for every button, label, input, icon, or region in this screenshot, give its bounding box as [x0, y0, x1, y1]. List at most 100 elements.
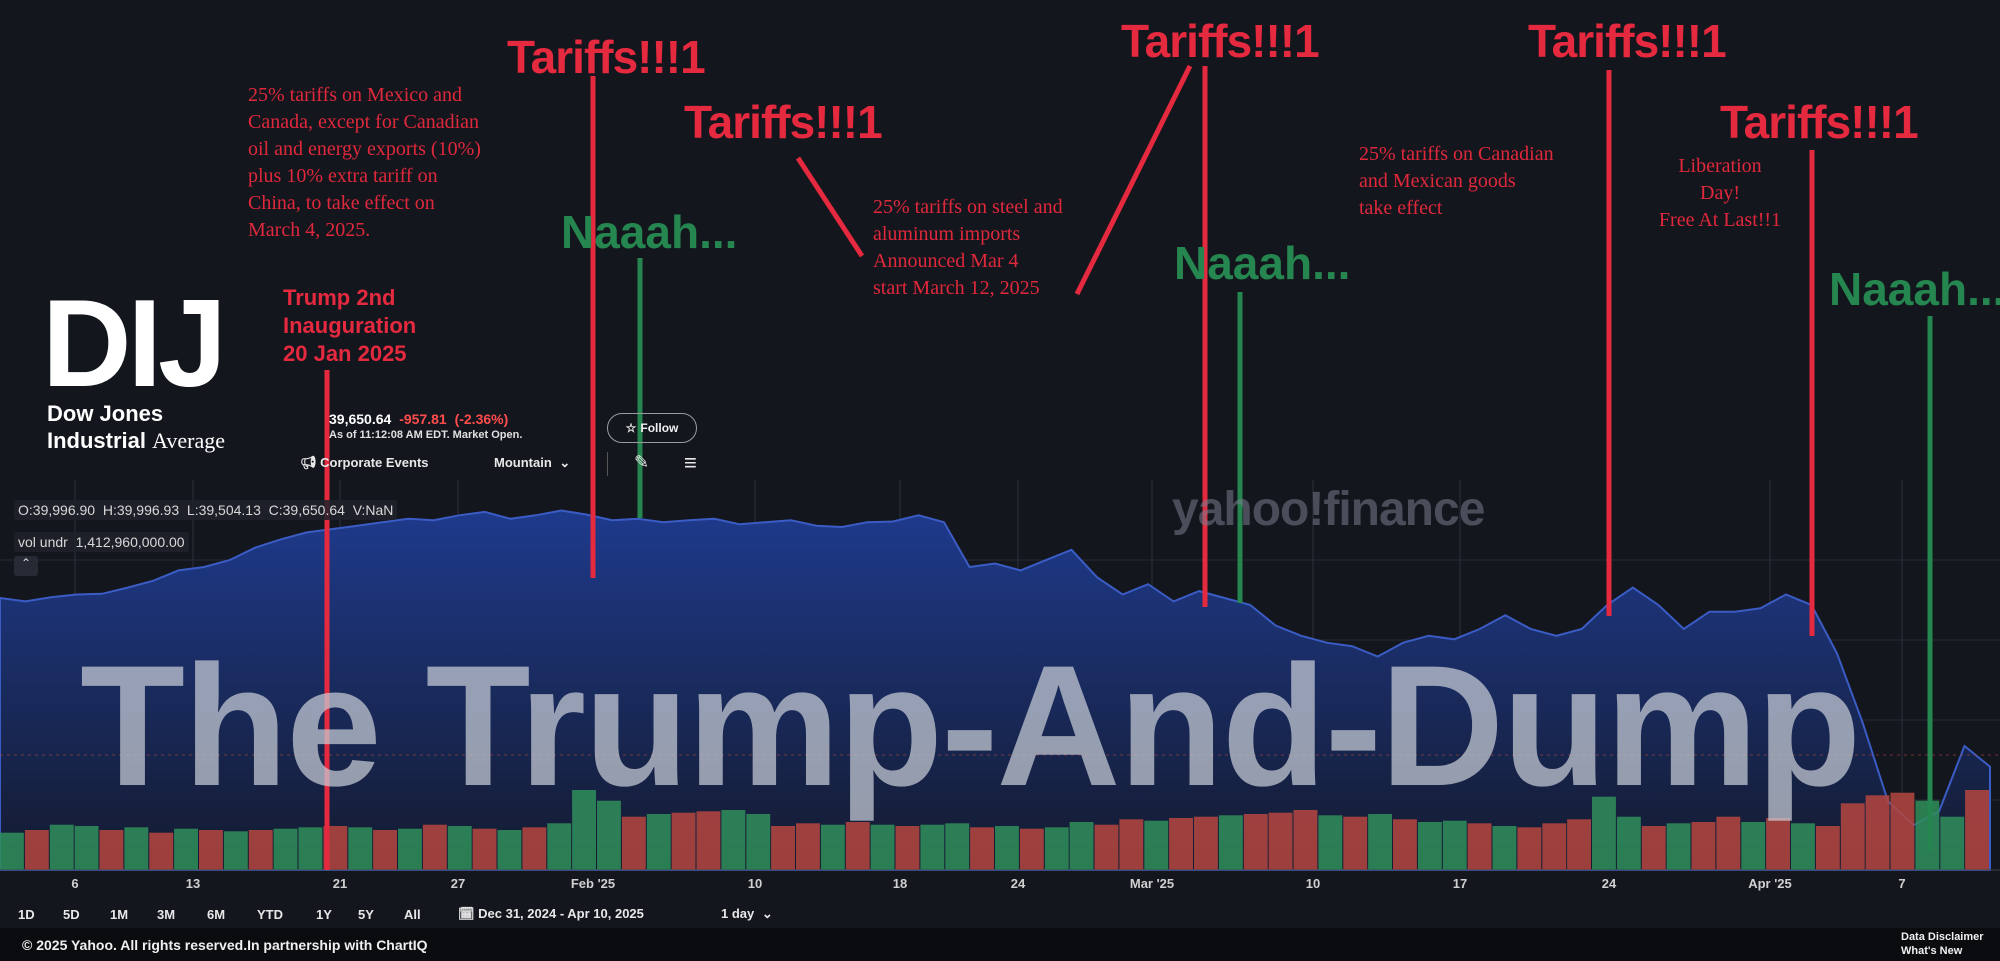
x-tick-label: 7 — [1898, 876, 1906, 891]
volume-bar — [1019, 828, 1044, 870]
volume-bar — [547, 823, 572, 870]
follow-label: Follow — [640, 421, 679, 435]
yahoo-finance-watermark: yahoo!finance — [1172, 483, 1485, 536]
range-button-1d[interactable]: 1D — [18, 907, 35, 922]
volume-bar — [1268, 812, 1293, 870]
note-line: and Mexican goods — [1359, 170, 1516, 192]
note-line: Announced Mar 4 — [873, 250, 1019, 272]
toolbar-divider — [607, 452, 608, 476]
volume-bar — [1940, 816, 1965, 870]
volume-bar — [1069, 822, 1094, 870]
volume-bar — [1467, 823, 1492, 870]
volume-bar — [373, 830, 397, 870]
date-range-label: Dec 31, 2024 - Apr 10, 2025 — [478, 906, 644, 921]
volume-bar — [273, 828, 298, 870]
range-button-6m[interactable]: 6M — [207, 907, 226, 922]
volume-bar — [0, 832, 24, 870]
chart-style-label: Mountain — [494, 455, 552, 470]
follow-button[interactable]: ☆ Follow — [607, 413, 697, 443]
calendar-icon: 🗓︎ — [458, 906, 475, 921]
volume-bar — [1691, 822, 1716, 870]
note-line: aluminum imports — [873, 223, 1021, 245]
note-canadian-mexican: 25% tariffs on Canadian and Mexican good… — [1359, 141, 1554, 222]
naah-label-1: Naaah... — [561, 206, 738, 258]
range-button-3m[interactable]: 3M — [157, 907, 176, 922]
x-tick-label: Feb '25 — [570, 876, 616, 891]
range-button-5d[interactable]: 5D — [63, 907, 80, 922]
volume-bar — [1616, 816, 1641, 870]
volume-bar — [945, 823, 970, 870]
volume-bar — [1194, 816, 1218, 870]
volume-bar — [1119, 819, 1144, 870]
volume-bar — [920, 824, 945, 870]
note-line: 25% tariffs on Canadian — [1359, 143, 1554, 165]
footer-bar — [0, 928, 2000, 961]
chart-style-select[interactable]: Mountain ⌄ — [494, 455, 570, 471]
range-button-ytd[interactable]: YTD — [257, 907, 283, 922]
ohlc-readout: O:39,996.90 H:39,996.93 L:39,504.13 C:39… — [14, 500, 398, 520]
inauguration-label: Trump 2nd Inauguration 20 Jan 2025 — [283, 284, 416, 368]
volume-bar — [1915, 800, 1940, 870]
volume-bar — [845, 822, 870, 870]
volume-readout: vol undr 1,412,960,000.00 — [14, 532, 189, 552]
volume-bar — [1592, 796, 1616, 870]
range-button-1y[interactable]: 1Y — [316, 907, 332, 922]
volume-bar — [1318, 815, 1343, 870]
volume-bar — [472, 828, 497, 870]
x-tick-label: 17 — [1452, 876, 1468, 891]
naah-label-3: Naaah... — [1829, 263, 2000, 315]
volume-bar — [248, 830, 273, 870]
volume-bar — [1218, 815, 1243, 870]
x-tick-label: Apr '25 — [1748, 876, 1792, 891]
x-tick-label: 27 — [450, 876, 466, 891]
corporate-events-button[interactable]: 📢︎ Corporate Events — [300, 455, 429, 471]
volume-bar — [1417, 822, 1442, 870]
x-tick-label: Mar '25 — [1129, 876, 1175, 891]
volume-bar — [1741, 822, 1766, 870]
tariff-label-1: Tariffs!!!1 — [507, 31, 706, 83]
range-button-5y[interactable]: 5Y — [358, 907, 374, 922]
date-range-picker[interactable]: 🗓︎ Dec 31, 2024 - Apr 10, 2025 — [458, 906, 644, 922]
volume-bar — [1815, 826, 1840, 870]
ticker-logo: DIJ — [42, 275, 227, 413]
quote-header: 39,650.64 -957.81 (-2.36%) — [329, 411, 508, 427]
volume-bar — [1567, 819, 1591, 870]
note-line: Day! — [1700, 182, 1740, 204]
volume-bar — [348, 827, 373, 870]
interval-label: 1 day — [721, 906, 755, 921]
data-disclaimer-link[interactable]: Data Disclaimer — [1901, 931, 1984, 943]
naah-label-2: Naaah... — [1174, 237, 1351, 289]
volume-bar — [1766, 818, 1790, 870]
volume-bar — [1243, 814, 1268, 870]
x-tick-label: 24 — [1010, 876, 1026, 891]
volume-bar — [597, 800, 621, 870]
volume-bar — [646, 814, 671, 870]
x-tick-label: 18 — [892, 876, 908, 891]
volume-bar — [696, 811, 721, 870]
note-mexico-canada: 25% tariffs on Mexico and Canada, except… — [248, 82, 481, 244]
volume-bar — [796, 823, 820, 870]
note-line: take effect — [1359, 197, 1443, 219]
interval-select[interactable]: 1 day ⌄ — [721, 906, 773, 922]
volume-bar — [671, 812, 696, 870]
volume-bar — [1144, 820, 1169, 870]
whats-new-link[interactable]: What's New — [1901, 945, 1963, 957]
volume-bar — [1865, 795, 1890, 870]
price-area — [0, 509, 1991, 871]
note-line: Free At Last!!1 — [1658, 209, 1782, 231]
index-name-bold: Industrial — [47, 428, 147, 453]
quote-change-pct: (-2.36%) — [454, 411, 509, 427]
range-button-1m[interactable]: 1M — [110, 907, 129, 922]
menu-icon[interactable]: ≡ — [684, 450, 697, 475]
range-button-all[interactable]: All — [404, 907, 421, 922]
collapse-chevron-button[interactable]: ⌃ — [14, 556, 38, 576]
headline-overlay: The Trump-And-Dump — [80, 630, 1861, 822]
volume-bar — [820, 824, 845, 870]
index-name-line1: Dow Jones — [47, 401, 164, 426]
volume-bar — [1044, 827, 1069, 870]
volume-bar — [1716, 816, 1741, 870]
corporate-events-label: Corporate Events — [320, 455, 429, 470]
volume-bar — [771, 826, 795, 870]
draw-pen-icon[interactable]: ✎ — [634, 452, 650, 472]
